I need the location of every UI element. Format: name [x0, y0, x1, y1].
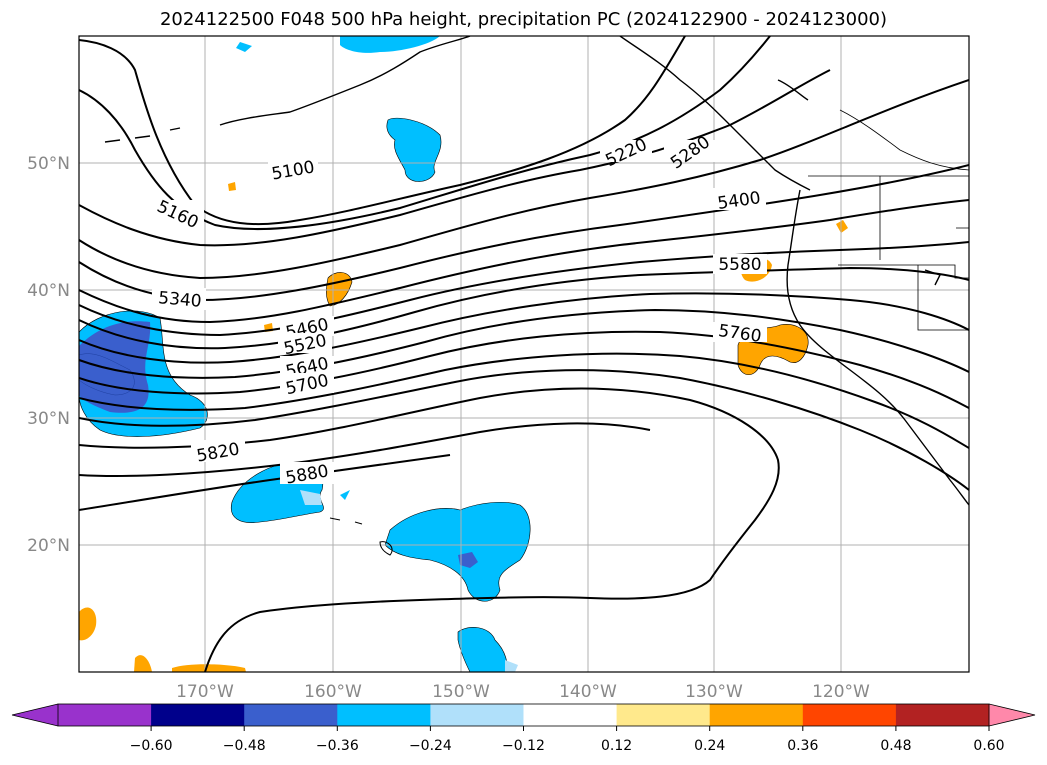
colorbar-segment [802, 704, 897, 726]
height-contours [79, 36, 969, 672]
colorbar-segment [151, 704, 245, 726]
hawaiian-islands [329, 517, 393, 556]
colorbar-segment [337, 704, 431, 726]
lat-label-20n: 20°N [27, 536, 70, 556]
lat-label-30n: 30°N [27, 409, 70, 429]
colorbar-segment [895, 704, 990, 726]
lon-label-120w: 120°W [812, 682, 870, 702]
colorbar-tick-label: −0.24 [409, 738, 452, 754]
colorbar-tick-label: −0.36 [316, 738, 359, 754]
lon-label-170w: 170°W [176, 682, 234, 702]
colorbar-low-extend [12, 704, 58, 726]
map-frame [78, 35, 970, 673]
colorbar-tick-label: 0.48 [880, 738, 911, 754]
colorbar-tick-label: −0.48 [223, 738, 266, 754]
colorbar-tick-label: −0.60 [130, 738, 173, 754]
lat-label-40n: 40°N [27, 281, 70, 301]
colorbar-segment [616, 704, 711, 726]
contour-label-5340: 5340 [157, 288, 202, 312]
colorbar-tick-label: 0.60 [973, 738, 1004, 754]
colorbar-segment [709, 704, 804, 726]
lon-label-160w: 160°W [304, 682, 362, 702]
contour-label-5580: 5580 [718, 255, 761, 275]
colorbar-segment [523, 704, 618, 726]
colorbar-tick-label: −0.12 [502, 738, 545, 754]
colorbar-tick-label: 0.24 [694, 738, 725, 754]
map-title: 2024122500 F048 500 hPa height, precipit… [159, 9, 888, 30]
colorbar-segment [244, 704, 338, 726]
longitude-labels: 170°W 160°W 150°W 140°W 130°W 120°W [176, 682, 870, 702]
lon-label-150w: 150°W [432, 682, 490, 702]
colorbar-tick-label: 0.12 [601, 738, 632, 754]
lat-label-50n: 50°N [27, 154, 70, 174]
colorbar-segment [430, 704, 524, 726]
latitude-labels: 50°N 40°N 30°N 20°N [27, 154, 70, 556]
colorbar-high-extend [989, 704, 1035, 726]
lon-label-130w: 130°W [685, 682, 743, 702]
colorbar: −0.60 −0.48 −0.36 −0.24 −0.12 0.12 0.24 0.36 0.4… [11, 703, 1036, 754]
colorbar-tick-label: 0.36 [787, 738, 818, 754]
colorbar-segment [58, 704, 152, 726]
contour-labels: 5100 5160 5220 5280 5340 5400 5460 5520 … [152, 132, 767, 489]
map-area [79, 36, 969, 672]
lon-label-140w: 140°W [559, 682, 617, 702]
